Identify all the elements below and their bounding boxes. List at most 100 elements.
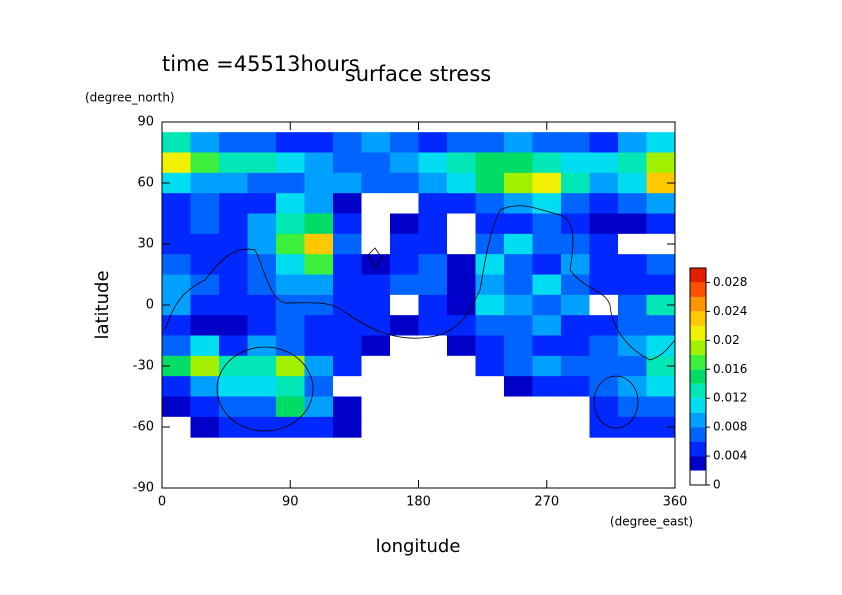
contour-cell bbox=[361, 376, 391, 397]
x-tick-label: 180 bbox=[406, 495, 431, 510]
contour-cell bbox=[561, 274, 590, 296]
contour-cell bbox=[247, 172, 277, 194]
contour-cell bbox=[475, 152, 505, 174]
contour-cell bbox=[361, 213, 391, 235]
contour-cell bbox=[532, 376, 562, 397]
contour-cell bbox=[219, 152, 248, 174]
y-axis-label: latitude bbox=[92, 270, 113, 339]
contour-cell bbox=[418, 396, 448, 418]
contour-cell bbox=[247, 315, 277, 336]
contour-cell bbox=[333, 315, 362, 336]
contour-cell bbox=[561, 294, 590, 316]
coastline bbox=[216, 346, 314, 432]
contour-cell bbox=[276, 193, 305, 214]
colorbar-bin bbox=[690, 311, 706, 326]
contour-cell bbox=[589, 376, 619, 397]
contour-cell bbox=[247, 193, 277, 214]
contour-cell bbox=[219, 132, 248, 153]
contour-cell bbox=[247, 132, 277, 153]
contour-cell bbox=[247, 376, 277, 397]
contour-cell bbox=[561, 376, 590, 397]
contour-cell bbox=[333, 376, 362, 397]
colorbar-tick-label: 0.008 bbox=[713, 420, 747, 434]
contour-cell bbox=[390, 213, 419, 235]
contour-cell bbox=[304, 335, 334, 357]
contour-cell bbox=[532, 233, 562, 255]
contour-cell bbox=[532, 132, 562, 153]
contour-cell bbox=[304, 376, 334, 397]
contour-cell bbox=[475, 172, 505, 194]
contour-cell bbox=[475, 274, 505, 296]
contour-cell bbox=[190, 355, 220, 377]
contour-cell bbox=[589, 233, 619, 255]
contour-cell bbox=[532, 213, 562, 235]
contour-cell bbox=[475, 315, 505, 336]
contour-cell bbox=[333, 294, 362, 316]
contour-cell bbox=[162, 355, 191, 377]
contour-cell bbox=[304, 274, 334, 296]
y-tick-label: -60 bbox=[133, 420, 154, 435]
contour-cell bbox=[561, 152, 590, 174]
contour-cell bbox=[276, 213, 305, 235]
contour-cell bbox=[504, 376, 533, 397]
contour-cell bbox=[618, 172, 647, 194]
colorbar-bin bbox=[690, 412, 706, 428]
colorbar-tick-label: 0 bbox=[713, 478, 721, 492]
colorbar-bin bbox=[690, 296, 706, 312]
contour-cell bbox=[561, 396, 590, 418]
colorbar-bin bbox=[690, 268, 706, 283]
contour-cell bbox=[532, 254, 562, 275]
contour-cell bbox=[418, 132, 448, 153]
contour-cell bbox=[304, 254, 334, 275]
contour-cell bbox=[618, 152, 647, 174]
contour-cell bbox=[618, 416, 647, 438]
contour-cell bbox=[361, 172, 391, 194]
contour-cell bbox=[618, 376, 647, 397]
contour-cell bbox=[361, 233, 391, 255]
contour-cell bbox=[333, 416, 362, 438]
contour-cell bbox=[219, 233, 248, 255]
contour-cell bbox=[418, 416, 448, 438]
colorbar-tick-label: 0.028 bbox=[713, 275, 747, 289]
contour-cell bbox=[504, 233, 533, 255]
contour-cell bbox=[418, 274, 448, 296]
contour-cell bbox=[646, 416, 676, 438]
contour-cell bbox=[532, 294, 562, 316]
contour-cell bbox=[390, 193, 419, 214]
contour-cell bbox=[447, 274, 476, 296]
y-tick-label: 30 bbox=[137, 237, 154, 252]
contour-cell bbox=[504, 274, 533, 296]
x-tick-label: 360 bbox=[663, 495, 688, 510]
contour-cell bbox=[304, 416, 334, 438]
contour-cell bbox=[589, 416, 619, 438]
contour-cell bbox=[418, 193, 448, 214]
colorbar-bin bbox=[690, 325, 706, 341]
contour-cell bbox=[532, 172, 562, 194]
contour-cell bbox=[589, 152, 619, 174]
contour-cell bbox=[418, 376, 448, 397]
contour-cell bbox=[390, 396, 419, 418]
contour-cell bbox=[390, 294, 419, 316]
y-tick-label: 90 bbox=[137, 115, 154, 130]
x-axis-label: longitude bbox=[376, 536, 461, 557]
contour-cell bbox=[276, 132, 305, 153]
contour-cell bbox=[390, 355, 419, 377]
contour-cell bbox=[589, 355, 619, 377]
contour-cell bbox=[276, 315, 305, 336]
colorbar-bin bbox=[690, 470, 706, 485]
contour-cell bbox=[618, 396, 647, 418]
contour-cell bbox=[418, 233, 448, 255]
contour-cell bbox=[618, 355, 647, 377]
contour-cell bbox=[247, 416, 277, 438]
colorbar-bin bbox=[690, 398, 706, 413]
contour-cell bbox=[504, 254, 533, 275]
contour-cell bbox=[162, 254, 191, 275]
contour-cell bbox=[304, 172, 334, 194]
contour-cell bbox=[361, 294, 391, 316]
contour-cell bbox=[561, 355, 590, 377]
contour-cell bbox=[475, 213, 505, 235]
contour-cell bbox=[646, 193, 676, 214]
contour-cell bbox=[333, 213, 362, 235]
colorbar-tick-label: 0.024 bbox=[713, 304, 747, 318]
contour-cell bbox=[589, 294, 619, 316]
